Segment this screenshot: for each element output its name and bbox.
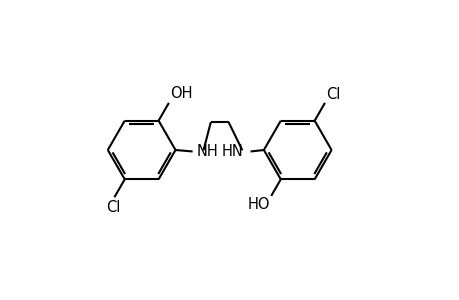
Text: OH: OH (170, 86, 192, 101)
Text: HN: HN (221, 144, 243, 159)
Text: Cl: Cl (106, 200, 120, 214)
Text: NH: NH (196, 144, 218, 159)
Text: Cl: Cl (325, 87, 340, 102)
Text: HO: HO (247, 197, 269, 212)
